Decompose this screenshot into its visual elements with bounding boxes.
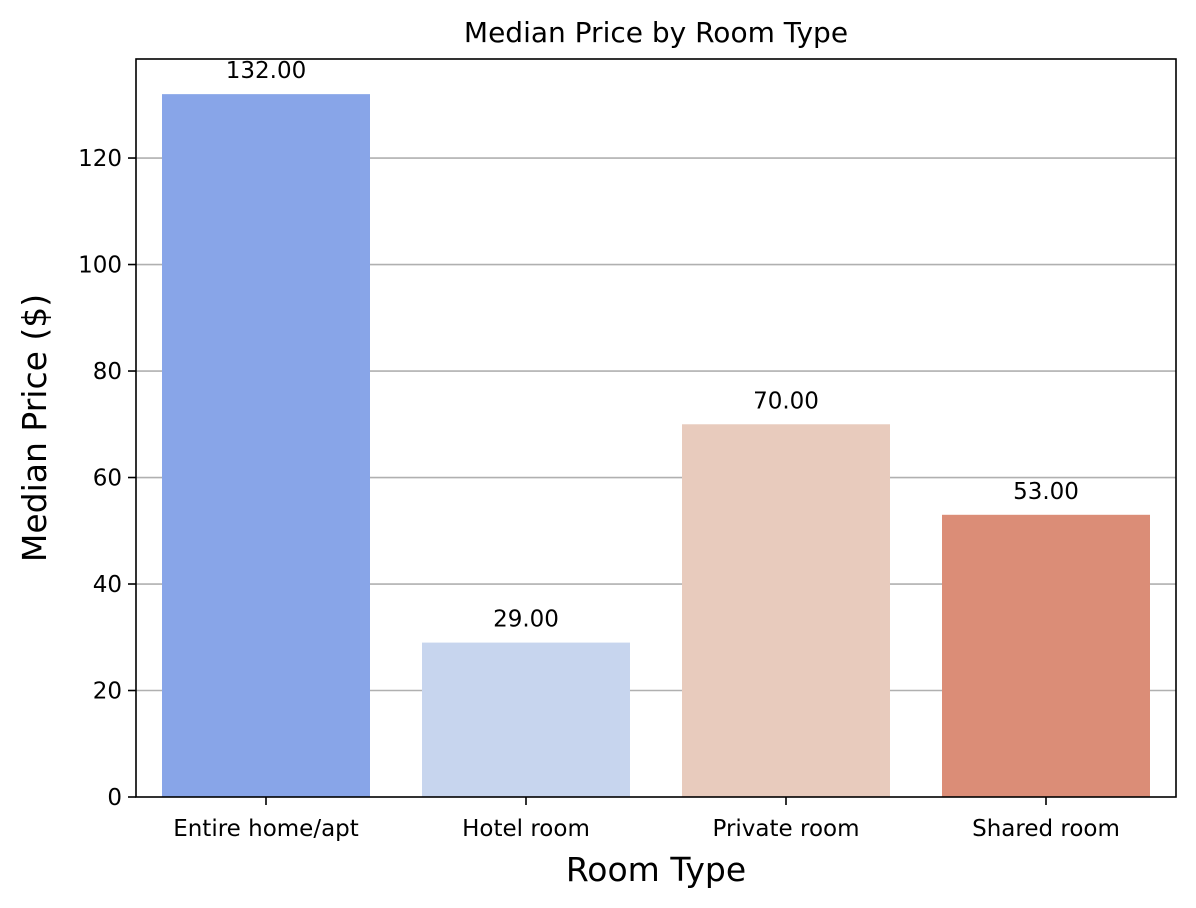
y-tick-label: 100	[78, 253, 122, 279]
x-tick-label: Private room	[713, 816, 860, 842]
y-tick-label: 20	[93, 679, 122, 705]
chart-title: Median Price by Room Type	[464, 16, 848, 49]
y-tick-label: 40	[93, 572, 122, 598]
data-label: 53.00	[1013, 479, 1079, 505]
bar-private-room	[682, 424, 890, 797]
data-label: 29.00	[493, 607, 559, 633]
bar-hotel-room	[422, 642, 630, 797]
x-tick-label: Shared room	[972, 816, 1120, 842]
y-tick-label: 120	[78, 146, 122, 172]
y-axis: 0 20 40 60 80 100 120	[78, 146, 136, 811]
bar-entire-home-apt	[162, 94, 370, 797]
bar-shared-room	[942, 514, 1150, 797]
y-axis-label: Median Price ($)	[15, 294, 54, 562]
y-tick-label: 0	[107, 785, 122, 811]
data-label: 70.00	[753, 388, 819, 414]
x-tick-label: Hotel room	[462, 816, 590, 842]
data-label: 132.00	[226, 58, 306, 84]
x-axis-label: Room Type	[566, 850, 746, 889]
bars	[162, 94, 1150, 797]
x-tick-label: Entire home/apt	[173, 816, 359, 842]
y-tick-label: 80	[93, 359, 122, 385]
plot-frame	[135, 58, 1177, 798]
data-labels: 132.00 29.00 70.00 53.00	[226, 58, 1079, 632]
y-tick-label: 60	[93, 466, 122, 492]
x-axis: Entire home/apt Hotel room Private room Sha…	[173, 797, 1120, 842]
